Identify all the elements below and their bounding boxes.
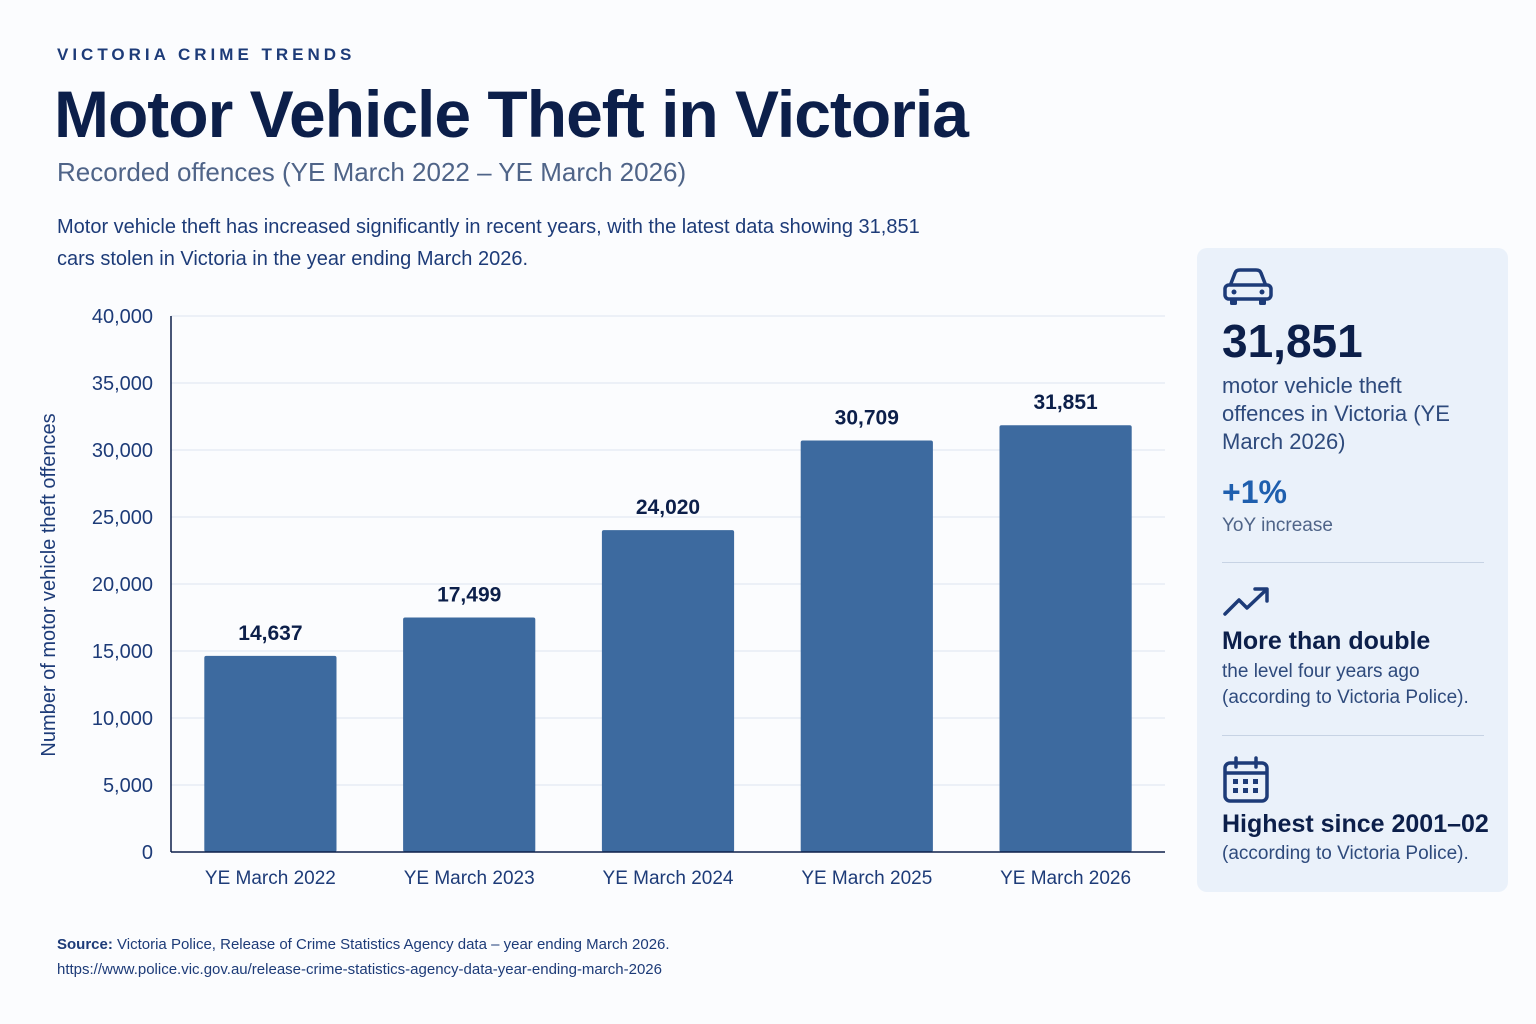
y-tick-label: 40,000 xyxy=(92,306,153,328)
bar-value-label: 24,020 xyxy=(636,496,700,519)
source-label: Source: xyxy=(57,936,113,953)
eyebrow: VICTORIA CRIME TRENDS xyxy=(57,45,356,64)
y-tick-label: 20,000 xyxy=(92,574,153,596)
source-note: Source: Victoria Police, Release of Crim… xyxy=(57,936,670,953)
bar-value-label: 31,851 xyxy=(1033,391,1098,414)
subtitle: Recorded offences (YE March 2022 – YE Ma… xyxy=(57,157,687,187)
bar-value-label: 30,709 xyxy=(835,406,899,429)
y-tick-label: 0 xyxy=(142,842,153,864)
source-text: Victoria Police, Release of Crime Statis… xyxy=(117,936,670,953)
bar xyxy=(403,617,536,852)
x-tick-label: YE March 2022 xyxy=(205,868,336,889)
divider xyxy=(1222,735,1484,736)
y-tick-label: 10,000 xyxy=(92,708,153,730)
divider xyxy=(1222,562,1484,563)
x-tick-label: YE March 2026 xyxy=(1000,868,1131,889)
highlight-highest-desc: (according to Victoria Police). xyxy=(1222,843,1469,864)
x-tick-label: YE March 2023 xyxy=(404,868,535,889)
bar xyxy=(800,440,933,852)
stats-panel: 31,851 motor vehicle theft offences in V… xyxy=(1197,248,1508,892)
y-axis-ticks: 0 5,000 10,000 15,000 20,000 25,000 30,000 35,0… xyxy=(92,306,153,864)
x-tick-label: YE March 2024 xyxy=(603,868,734,889)
yoy-percent: +1% xyxy=(1222,474,1287,510)
car-icon xyxy=(1223,268,1273,305)
bars xyxy=(204,425,1132,852)
big-number-description: motor vehicle theft offences in Victoria… xyxy=(1222,373,1450,454)
calendar-icon xyxy=(1223,756,1269,803)
x-tick-label: YE March 2025 xyxy=(801,868,932,889)
bar xyxy=(999,425,1132,852)
y-tick-label: 5,000 xyxy=(103,775,153,797)
y-tick-label: 25,000 xyxy=(92,507,153,529)
big-number: 31,851 xyxy=(1222,315,1363,367)
y-tick-label: 35,000 xyxy=(92,373,153,395)
y-axis-title: Number of motor vehicle theft offences xyxy=(38,413,60,756)
trending-up-icon xyxy=(1223,587,1269,616)
intro-text: Motor vehicle theft has increased signif… xyxy=(57,216,920,270)
page-title: Motor Vehicle Theft in Victoria xyxy=(54,77,969,151)
bar xyxy=(601,530,735,852)
highlight-double-desc: the level four years ago (according to V… xyxy=(1222,661,1469,708)
y-tick-label: 15,000 xyxy=(92,641,153,663)
bar-value-label: 17,499 xyxy=(437,584,501,607)
bar-value-label: 14,637 xyxy=(238,622,302,645)
source-url[interactable]: https://www.police.vic.gov.au/release-cr… xyxy=(57,961,662,978)
yoy-caption: YoY increase xyxy=(1222,515,1333,536)
y-tick-label: 30,000 xyxy=(92,440,153,462)
x-axis-ticks: YE March 2022 YE March 2023 YE March 2024 Y… xyxy=(205,868,1131,889)
bar-value-labels: 14,637 17,499 24,020 30,709 31,851 xyxy=(238,391,1098,645)
bar-chart: 0 5,000 10,000 15,000 20,000 25,000 30,000 35,0… xyxy=(38,306,1165,889)
bar xyxy=(204,655,337,852)
highlight-highest-title: Highest since 2001–02 xyxy=(1222,810,1489,838)
highlight-double-title: More than double xyxy=(1222,627,1431,655)
